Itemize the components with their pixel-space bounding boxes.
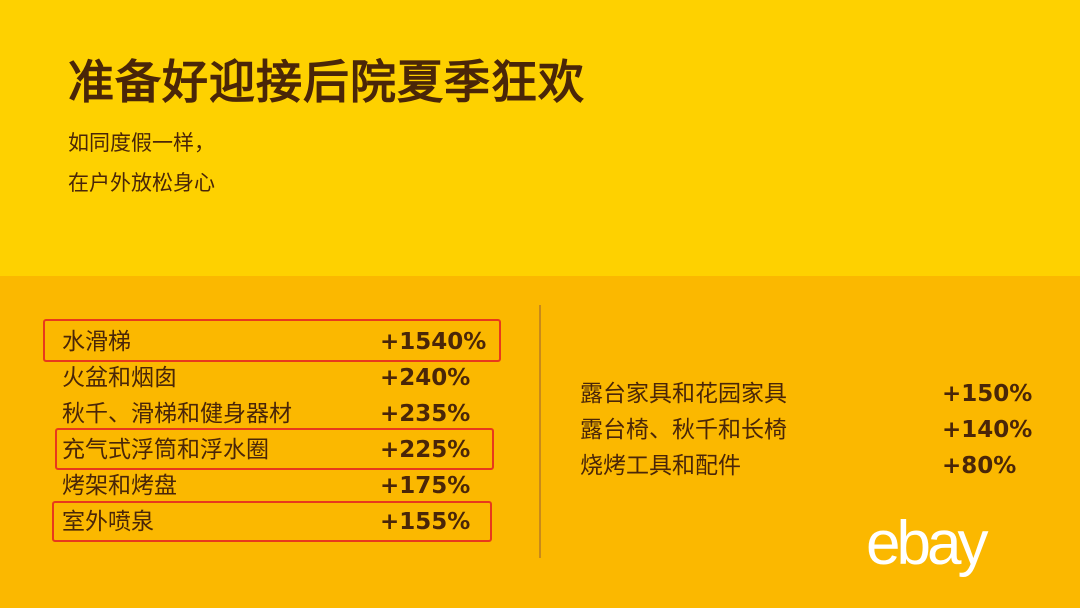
subtitle-line-1: 如同度假一样， (68, 131, 215, 155)
item-value: +155% (380, 509, 471, 535)
highlight-box (52, 501, 492, 542)
highlight-box (43, 319, 501, 362)
item-label: 露台家具和花园家具 (580, 381, 787, 407)
item-value: +80% (942, 453, 1017, 479)
item-value: +1540% (380, 329, 487, 355)
item-value: +225% (380, 437, 471, 463)
item-label: 室外喷泉 (62, 509, 154, 535)
item-label: 秋千、滑梯和健身器材 (62, 401, 292, 427)
item-label: 烧烤工具和配件 (580, 453, 741, 479)
highlight-box (55, 428, 494, 470)
item-value: +235% (380, 401, 471, 427)
item-label: 水滑梯 (62, 329, 131, 355)
item-value: +150% (942, 381, 1033, 407)
item-value: +140% (942, 417, 1033, 443)
header-panel (0, 0, 1080, 276)
ebay-logo: ebay (866, 509, 988, 578)
page-title: 准备好迎接后院夏季狂欢 (68, 55, 585, 109)
column-divider (539, 305, 541, 558)
item-value: +240% (380, 365, 471, 391)
item-label: 露台椅、秋千和长椅 (580, 417, 787, 443)
item-label: 火盆和烟囱 (62, 365, 177, 391)
item-value: +175% (380, 473, 471, 499)
item-label: 烤架和烤盘 (62, 473, 177, 499)
subtitle-line-2: 在户外放松身心 (68, 171, 215, 195)
item-label: 充气式浮筒和浮水圈 (62, 437, 269, 463)
